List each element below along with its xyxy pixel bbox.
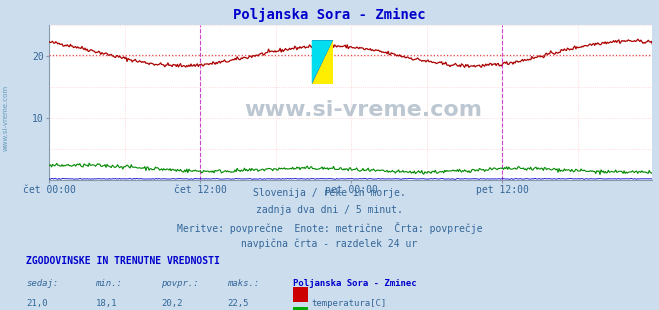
Text: sedaj:: sedaj: <box>26 279 59 288</box>
Polygon shape <box>312 40 333 84</box>
Text: Poljanska Sora - Zminec: Poljanska Sora - Zminec <box>233 8 426 22</box>
Text: 22,5: 22,5 <box>227 299 249 308</box>
Text: 20,2: 20,2 <box>161 299 183 308</box>
Polygon shape <box>312 40 333 84</box>
Text: ZGODOVINSKE IN TRENUTNE VREDNOSTI: ZGODOVINSKE IN TRENUTNE VREDNOSTI <box>26 256 220 266</box>
Text: navpična črta - razdelek 24 ur: navpična črta - razdelek 24 ur <box>241 239 418 249</box>
Text: Poljanska Sora - Zminec: Poljanska Sora - Zminec <box>293 279 417 288</box>
Text: Meritve: povprečne  Enote: metrične  Črta: povprečje: Meritve: povprečne Enote: metrične Črta:… <box>177 222 482 234</box>
Text: 21,0: 21,0 <box>26 299 48 308</box>
Text: min.:: min.: <box>96 279 123 288</box>
Bar <box>312 40 333 84</box>
Text: zadnja dva dni / 5 minut.: zadnja dva dni / 5 minut. <box>256 205 403 215</box>
Text: povpr.:: povpr.: <box>161 279 199 288</box>
Text: 18,1: 18,1 <box>96 299 117 308</box>
Text: www.si-vreme.com: www.si-vreme.com <box>244 100 482 120</box>
Text: Slovenija / reke in morje.: Slovenija / reke in morje. <box>253 188 406 197</box>
Text: temperatura[C]: temperatura[C] <box>312 299 387 308</box>
Text: maks.:: maks.: <box>227 279 260 288</box>
Text: www.si-vreme.com: www.si-vreme.com <box>2 85 9 151</box>
